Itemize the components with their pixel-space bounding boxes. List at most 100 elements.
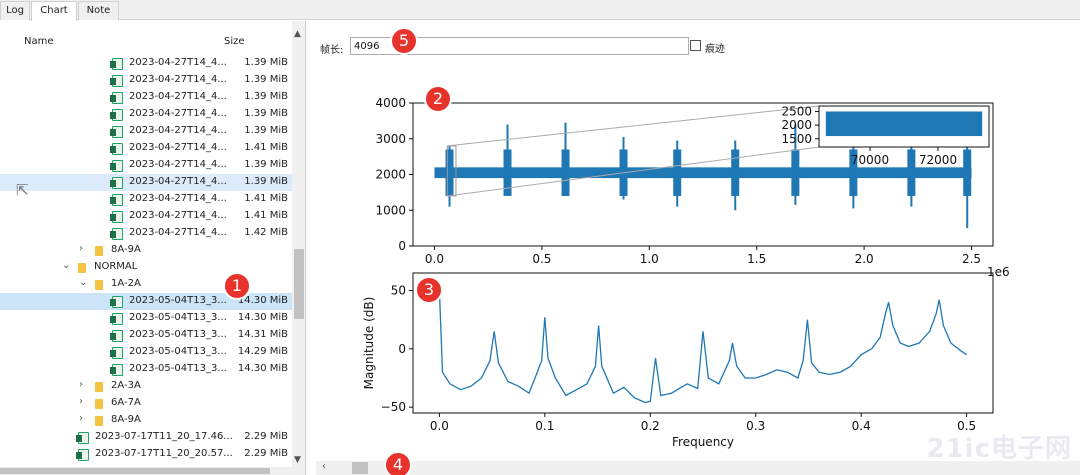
tree-file-row[interactable]: 2023-04-27T14_4... 1.39 MiB bbox=[0, 89, 292, 106]
tree-file-row[interactable]: 2023-04-27T14_4... 1.39 MiB bbox=[0, 174, 292, 191]
x-tick-label: 0.5 bbox=[532, 252, 551, 266]
y-tick-label: 2000 bbox=[375, 168, 406, 182]
excel-file-icon bbox=[110, 75, 123, 87]
tree-file-row[interactable]: 2023-04-27T14_4... 1.42 MiB bbox=[0, 225, 292, 242]
tree-file-row[interactable]: 2023-04-27T14_4... 1.41 MiB bbox=[0, 140, 292, 157]
tree-folder-row[interactable]: ⌄ NORMAL bbox=[0, 259, 292, 276]
tree-file-row[interactable]: 2023-07-17T11_20_20.57... 2.29 MiB bbox=[0, 446, 292, 463]
tree-row-size: 1.39 MiB bbox=[244, 108, 288, 119]
tree-row-name: 8A-9A bbox=[111, 414, 141, 425]
tree-row-name: 8A-9A bbox=[111, 244, 141, 255]
tree-vertical-scrollbar[interactable]: ▲ ▼ bbox=[292, 21, 305, 475]
tree-file-row[interactable]: 2023-05-04T13_3... 14.31 MiB bbox=[0, 327, 292, 344]
tree-file-row[interactable]: 2023-04-27T14_4... 1.39 MiB bbox=[0, 123, 292, 140]
tree-file-row[interactable]: 2023-04-27T14_4... 1.39 MiB bbox=[0, 157, 292, 174]
tree-horizontal-scrollbar[interactable] bbox=[0, 467, 292, 475]
callout-badge-4: 4 bbox=[384, 451, 412, 475]
chart-horizontal-scroll-thumb[interactable] bbox=[352, 462, 368, 474]
tree-file-row[interactable]: 2023-07-17T11_20_17.46... 2.29 MiB bbox=[0, 429, 292, 446]
chevron-right-icon[interactable]: › bbox=[79, 396, 83, 407]
column-header-size[interactable]: Size bbox=[224, 36, 245, 47]
tree-folder-row[interactable]: › 8A-9A bbox=[0, 412, 292, 429]
excel-file-icon bbox=[110, 347, 123, 359]
frame-length-label: 帧长: bbox=[320, 45, 344, 56]
excel-file-icon bbox=[76, 449, 89, 461]
scroll-up-icon[interactable]: ▲ bbox=[294, 29, 301, 39]
x-tick-label: 0.5 bbox=[957, 419, 976, 433]
tree-row-name: 2023-04-27T14_4... bbox=[129, 125, 227, 136]
x-tick-label: 0.1 bbox=[535, 419, 554, 433]
chevron-down-icon[interactable]: ⌄ bbox=[62, 260, 71, 271]
tree-row-size: 1.39 MiB bbox=[244, 176, 288, 187]
tree-folder-row[interactable]: ⌄ 1A-2A bbox=[0, 276, 292, 293]
frame-length-input[interactable] bbox=[350, 37, 689, 55]
tree-file-row[interactable]: 2023-04-27T14_4... 1.39 MiB bbox=[0, 55, 292, 72]
chart-horizontal-scrollbar[interactable]: ‹ bbox=[316, 461, 1080, 475]
tree-row-name: 2A-3A bbox=[111, 380, 141, 391]
tab-log-label: Log bbox=[6, 5, 24, 16]
x-tick-label: 0.4 bbox=[852, 419, 871, 433]
tree-row-name: 2023-04-27T14_4... bbox=[129, 108, 227, 119]
tree-row-size: 1.39 MiB bbox=[244, 125, 288, 136]
column-header-name[interactable]: Name bbox=[24, 36, 54, 47]
tree-vertical-scroll-thumb[interactable] bbox=[294, 249, 304, 319]
tab-note[interactable]: Note bbox=[78, 1, 119, 20]
file-tree: Name Size 2023-04-27T14_4... 1.39 MiB 2023… bbox=[0, 21, 306, 475]
tree-file-row[interactable]: 2023-05-04T13_3... 14.30 MiB bbox=[0, 361, 292, 378]
y-tick-label: 50 bbox=[391, 284, 406, 298]
excel-file-icon bbox=[110, 296, 123, 308]
tree-row-size: 14.30 MiB bbox=[237, 295, 288, 306]
tree-row-name: 2023-04-27T14_4... bbox=[129, 210, 227, 221]
tree-row-name: 6A-7A bbox=[111, 397, 141, 408]
y-tick-label: 4000 bbox=[375, 96, 406, 110]
tree-file-row[interactable]: 2023-05-04T13_3... 14.30 MiB bbox=[0, 310, 292, 327]
scroll-left-icon[interactable]: ‹ bbox=[322, 461, 326, 472]
callout-badge-5: 5 bbox=[390, 27, 418, 55]
tree-row-size: 1.39 MiB bbox=[244, 74, 288, 85]
folder-icon bbox=[95, 280, 103, 290]
chart-canvas: 0.0 0.5 1.0 1.5 2.0 2.5 0 1000 2000 3000 4000 1e6 70… bbox=[362, 96, 1010, 449]
y-tick-label: 0 bbox=[398, 239, 406, 253]
trace-checkbox-label: 痕迹 bbox=[705, 44, 725, 55]
tree-row-size: 2.29 MiB bbox=[244, 448, 288, 459]
tree-folder-row[interactable]: › 2A-3A bbox=[0, 378, 292, 395]
inset-signal-band bbox=[825, 111, 983, 137]
tree-file-row[interactable]: 2023-04-27T14_4... 1.41 MiB bbox=[0, 191, 292, 208]
chevron-right-icon[interactable]: › bbox=[79, 413, 83, 424]
excel-file-icon bbox=[110, 313, 123, 325]
tree-file-row[interactable]: 2023-04-27T14_4... 1.39 MiB bbox=[0, 72, 292, 89]
excel-file-icon bbox=[76, 432, 89, 444]
chevron-right-icon[interactable]: › bbox=[79, 379, 83, 390]
tree-row-name: NORMAL bbox=[94, 261, 138, 272]
trace-checkbox[interactable] bbox=[690, 40, 701, 51]
x-offset-label: 1e6 bbox=[987, 265, 1010, 279]
tab-chart[interactable]: Chart bbox=[31, 1, 77, 21]
tab-note-label: Note bbox=[86, 5, 111, 16]
excel-file-icon bbox=[110, 364, 123, 376]
tree-row-size: 14.31 MiB bbox=[237, 329, 288, 340]
tab-log[interactable]: Log bbox=[0, 1, 30, 20]
inset-y-tick-label: 2000 bbox=[781, 118, 812, 132]
tree-row-name: 2023-04-27T14_4... bbox=[129, 193, 227, 204]
folder-icon bbox=[95, 246, 103, 256]
signal-baseline bbox=[434, 167, 972, 179]
x-tick-label: 2.0 bbox=[855, 252, 874, 266]
tree-horizontal-scroll-thumb[interactable] bbox=[0, 468, 270, 474]
watermark: 21ic电子网 bbox=[926, 434, 1072, 464]
x-axis-label: Frequency bbox=[672, 435, 734, 449]
tree-file-row[interactable]: 2023-04-27T14_4... 1.41 MiB bbox=[0, 208, 292, 225]
excel-file-icon bbox=[110, 177, 123, 189]
tree-file-row[interactable]: 2023-05-04T13_3... 14.30 MiB bbox=[0, 293, 292, 310]
tree-file-row[interactable]: 2023-04-27T14_4... 1.39 MiB bbox=[0, 106, 292, 123]
callout-badge-3: 3 bbox=[415, 276, 443, 304]
tree-file-row[interactable]: 2023-05-04T13_3... 14.29 MiB bbox=[0, 344, 292, 361]
excel-file-icon bbox=[110, 58, 123, 70]
tree-folder-row[interactable]: › 6A-7A bbox=[0, 395, 292, 412]
tree-folder-row[interactable]: › 8A-9A bbox=[0, 242, 292, 259]
scroll-down-icon[interactable]: ▼ bbox=[294, 455, 301, 465]
chevron-right-icon[interactable]: › bbox=[79, 243, 83, 254]
x-tick-label: 0.0 bbox=[430, 419, 449, 433]
callout-badge-2: 2 bbox=[424, 85, 452, 113]
chevron-down-icon[interactable]: ⌄ bbox=[79, 277, 88, 288]
excel-file-icon bbox=[110, 143, 123, 155]
